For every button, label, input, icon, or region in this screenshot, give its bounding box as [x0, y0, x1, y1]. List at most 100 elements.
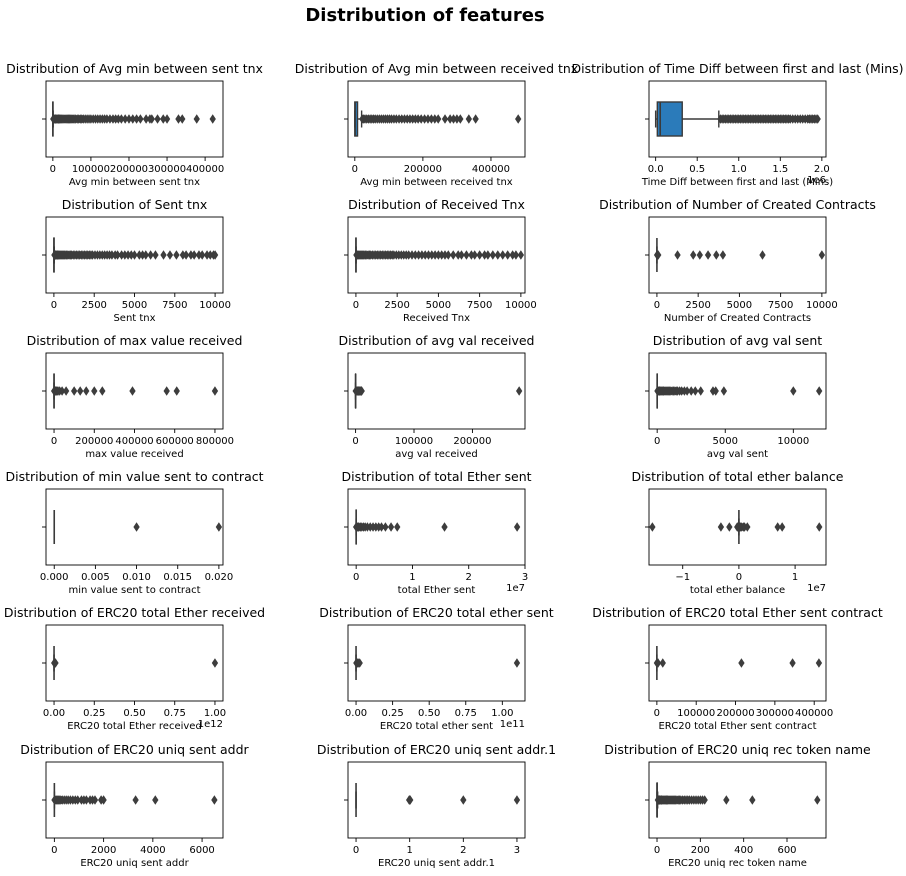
subplot-title: Distribution of ERC20 total Ether sent c… [592, 605, 883, 620]
subplot-title: Distribution of ERC20 total Ether receiv… [4, 605, 265, 620]
flier-point [696, 250, 703, 260]
x-tick-label: 0 [50, 164, 56, 175]
x-tick-label: 100000 [395, 436, 433, 447]
flier-point [387, 522, 395, 532]
flier-point [163, 114, 171, 124]
x-tick-label: 0 [654, 300, 660, 311]
x-offset-label: 1e11 [500, 719, 525, 730]
x-tick-label: 1.0 [731, 164, 747, 175]
x-tick-label: 0 [654, 845, 660, 856]
x-tick-label: 0.50 [123, 708, 145, 719]
x-tick-label: −1 [675, 572, 690, 583]
box-iqr [656, 101, 683, 137]
x-offset-label: 1e12 [198, 719, 223, 730]
x-axis-label: ERC20 uniq rec token name [668, 858, 807, 869]
x-tick-label: 800000 [196, 436, 234, 447]
flier-point [52, 658, 59, 668]
x-tick-label: 0.010 [122, 572, 151, 583]
subplot-title: Distribution of ERC20 uniq sent addr.1 [317, 742, 556, 757]
flier-point [659, 658, 666, 668]
flier-point [789, 658, 796, 668]
flier-point [712, 386, 719, 396]
x-offset-label: 1e6 [807, 175, 826, 186]
x-tick-label: 3 [514, 845, 520, 856]
x-tick-label: 7500 [467, 300, 492, 311]
flier-point [163, 386, 170, 396]
x-tick-label: 6000 [189, 845, 214, 856]
flier-point [179, 114, 186, 124]
x-tick-label: 0.0 [648, 164, 664, 175]
flier-point [704, 250, 712, 260]
x-tick-label: 0.00 [345, 708, 367, 719]
subplot-title: Distribution of total Ether sent [341, 469, 531, 484]
flier-point [465, 114, 472, 124]
flier-point [517, 250, 525, 260]
x-tick-label: 1 [406, 845, 412, 856]
flier-point [719, 250, 727, 260]
flier-point [160, 250, 167, 260]
flier-point [209, 114, 216, 124]
x-axis-label: min value sent to contract [68, 585, 200, 596]
x-tick-label: 0 [353, 572, 359, 583]
flier-point [190, 250, 198, 260]
x-tick-label: 400000 [186, 164, 224, 175]
flier-point [394, 522, 401, 532]
subplot-title: Distribution of ERC20 uniq sent addr [20, 742, 249, 757]
x-tick-label: 0 [654, 436, 660, 447]
flier-point [759, 250, 766, 260]
x-tick-label: 1.00 [204, 708, 226, 719]
x-tick-label: 300000 [756, 708, 794, 719]
subplot-title: Distribution of Avg min between sent tnx [6, 61, 263, 76]
x-axis-label: avg val received [395, 449, 477, 460]
subplot: Distribution of total ether balance −1 0 11… [631, 469, 843, 596]
subplot-title: Distribution of ERC20 uniq rec token nam… [604, 742, 871, 757]
x-tick-label: 0 [352, 436, 358, 447]
x-tick-label: 1 [792, 572, 798, 583]
flier-point [382, 522, 389, 532]
subplot-title: Distribution of total ether balance [631, 469, 843, 484]
x-offset-label: 1e7 [807, 583, 826, 594]
x-tick-label: 0.005 [81, 572, 110, 583]
flier-point [99, 386, 106, 396]
flier-point [199, 250, 206, 260]
flier-point [471, 250, 478, 260]
x-tick-label: 100000 [72, 164, 110, 175]
flier-point [720, 386, 728, 396]
flier-point [655, 250, 662, 260]
subplot-title: Distribution of ERC20 total ether sent [319, 605, 553, 620]
x-tick-label: 200000 [75, 436, 113, 447]
subplot-title: Distribution of max value received [27, 333, 243, 348]
x-axis-label: total Ether sent [398, 585, 476, 596]
flier-point [435, 114, 442, 124]
x-tick-label: 0 [352, 164, 358, 175]
flier-point [690, 250, 697, 260]
axes-frame [45, 624, 224, 702]
x-tick-label: 2500 [685, 300, 710, 311]
flier-point [132, 795, 139, 805]
flier-point [816, 522, 823, 532]
x-tick-label: 0 [654, 708, 660, 719]
x-tick-label: 5000 [426, 300, 451, 311]
flier-point [463, 250, 470, 260]
flier-point [779, 522, 786, 532]
flier-point [441, 114, 449, 124]
x-tick-label: 4000 [140, 845, 165, 856]
x-tick-label: 1.5 [772, 164, 788, 175]
flier-point [458, 250, 465, 260]
flier-point [148, 114, 155, 124]
flier-point [814, 795, 821, 805]
flier-point [692, 386, 699, 396]
flier-point [744, 522, 751, 532]
flier-point [211, 658, 219, 668]
subplot-title: Distribution of avg val sent [653, 333, 823, 348]
flier-point [450, 250, 457, 260]
subplot: Distribution of ERC20 total ether sent 0.… [319, 605, 553, 732]
axes-frame [347, 352, 526, 430]
flier-point [133, 522, 140, 532]
x-tick-label: 0.015 [163, 572, 192, 583]
x-tick-label: 200000 [716, 708, 754, 719]
x-tick-label: 1 [409, 572, 415, 583]
flier-point [445, 250, 452, 260]
x-tick-label: 0 [51, 300, 57, 311]
